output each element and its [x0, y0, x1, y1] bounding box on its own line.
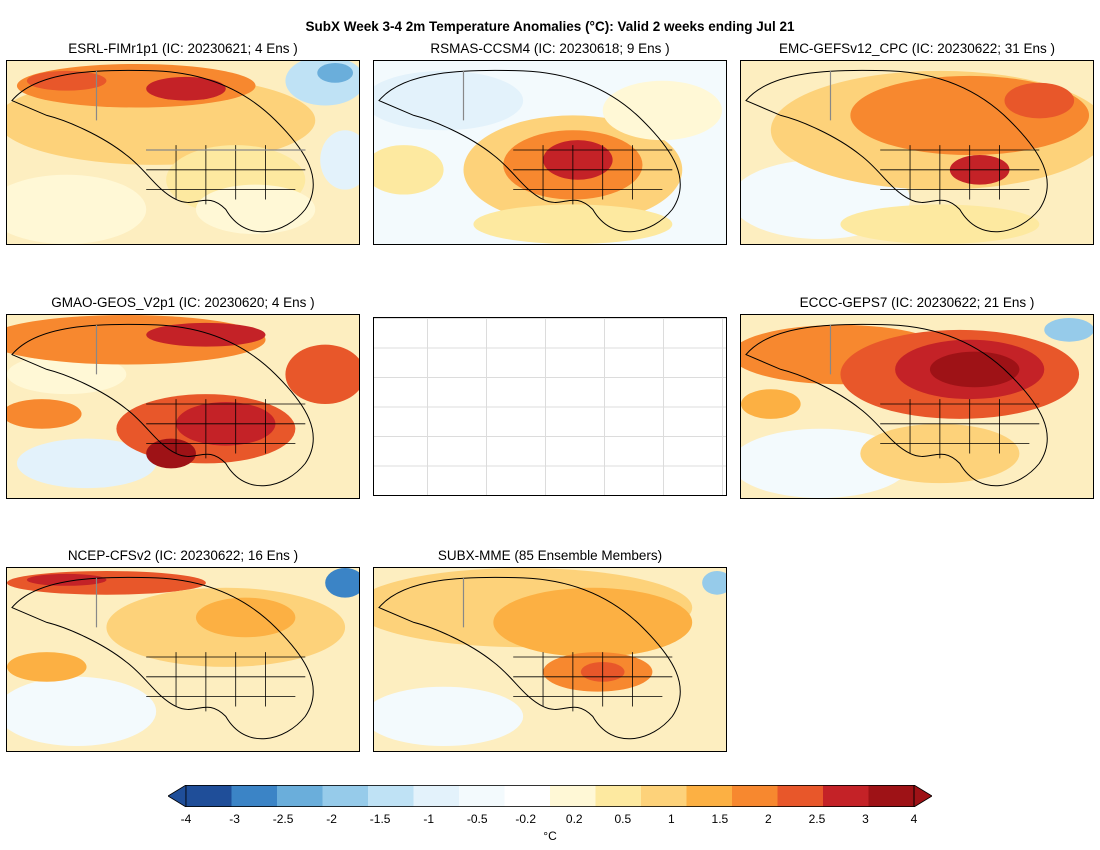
colorbar-tick-label: 3	[862, 812, 869, 826]
colorbar-swatch	[550, 785, 596, 807]
colorbar-extend-low	[168, 785, 187, 807]
colorbar-tick-label: -1.5	[369, 812, 391, 826]
panel-title-mme: SUBX-MME (85 Ensemble Members)	[437, 548, 663, 563]
colorbar-swatch	[277, 785, 323, 807]
colorbar-tick-label: 1.5	[711, 812, 729, 826]
colorbar-tick-label: -0.5	[466, 812, 488, 826]
colorbar-tick-label: -2	[326, 812, 337, 826]
colorbar-swatch	[231, 785, 278, 807]
colorbar-swatch	[459, 785, 505, 807]
panel-title-ncep: NCEP-CFSv2 (IC: 20230622; 16 Ens )	[67, 548, 299, 563]
panel-title-esrl: ESRL-FIMr1p1 (IC: 20230621; 4 Ens )	[68, 41, 298, 56]
colorbar-tick-label: -3	[229, 812, 240, 826]
colorbar-swatch	[732, 785, 778, 807]
colorbar-tick-label: 4	[910, 812, 918, 826]
colorbar-swatch	[868, 785, 915, 807]
colorbar-tick-label: -1	[423, 812, 434, 826]
colorbar-swatch	[777, 785, 824, 807]
colorbar	[168, 785, 932, 807]
colorbar-tick-label: 2.5	[808, 812, 826, 826]
panel-title-emc: EMC-GEFSv12_CPC (IC: 20230622; 31 Ens )	[778, 41, 1056, 56]
map-panel-eccc	[740, 314, 1094, 499]
empty-map-panel	[373, 317, 727, 496]
colorbar-tick-label: -0.2	[515, 812, 537, 826]
colorbar-swatch	[413, 785, 460, 807]
colorbar-swatch	[595, 785, 642, 807]
map-panel-rsmas	[373, 60, 727, 245]
colorbar-tick-label: -4	[180, 812, 192, 826]
figure-title: SubX Week 3-4 2m Temperature Anomalies (…	[305, 19, 795, 34]
panel-title-eccc: ECCC-GEPS7 (IC: 20230622; 21 Ens )	[799, 295, 1035, 310]
map-panel-mme	[373, 567, 727, 752]
panel-title-gmao: GMAO-GEOS_V2p1 (IC: 20230620; 4 Ens )	[51, 295, 315, 310]
colorbar-extend-high	[913, 785, 932, 807]
panel-title-rsmas: RSMAS-CCSM4 (IC: 20230618; 9 Ens )	[430, 41, 670, 56]
colorbar-tick-label: -2.5	[272, 812, 294, 826]
colorbar-tick-label: 1	[667, 812, 675, 826]
colorbar-tick-label: 0.2	[565, 812, 583, 826]
colorbar-swatch	[368, 785, 414, 807]
colorbar-swatch	[823, 785, 869, 807]
colorbar-unit-label: °C	[543, 829, 557, 843]
colorbar-swatch	[322, 785, 369, 807]
colorbar-tick-label: 2	[765, 812, 772, 826]
colorbar-tick-label: 0.5	[614, 812, 632, 826]
map-panel-ncep	[6, 567, 360, 752]
colorbar-swatch	[186, 785, 232, 807]
colorbar-swatch	[641, 785, 687, 807]
colorbar-swatch	[504, 785, 551, 807]
map-panel-emc	[740, 60, 1094, 245]
map-panel-esrl	[6, 60, 360, 245]
colorbar-swatch	[686, 785, 733, 807]
map-panel-gmao	[6, 314, 360, 499]
